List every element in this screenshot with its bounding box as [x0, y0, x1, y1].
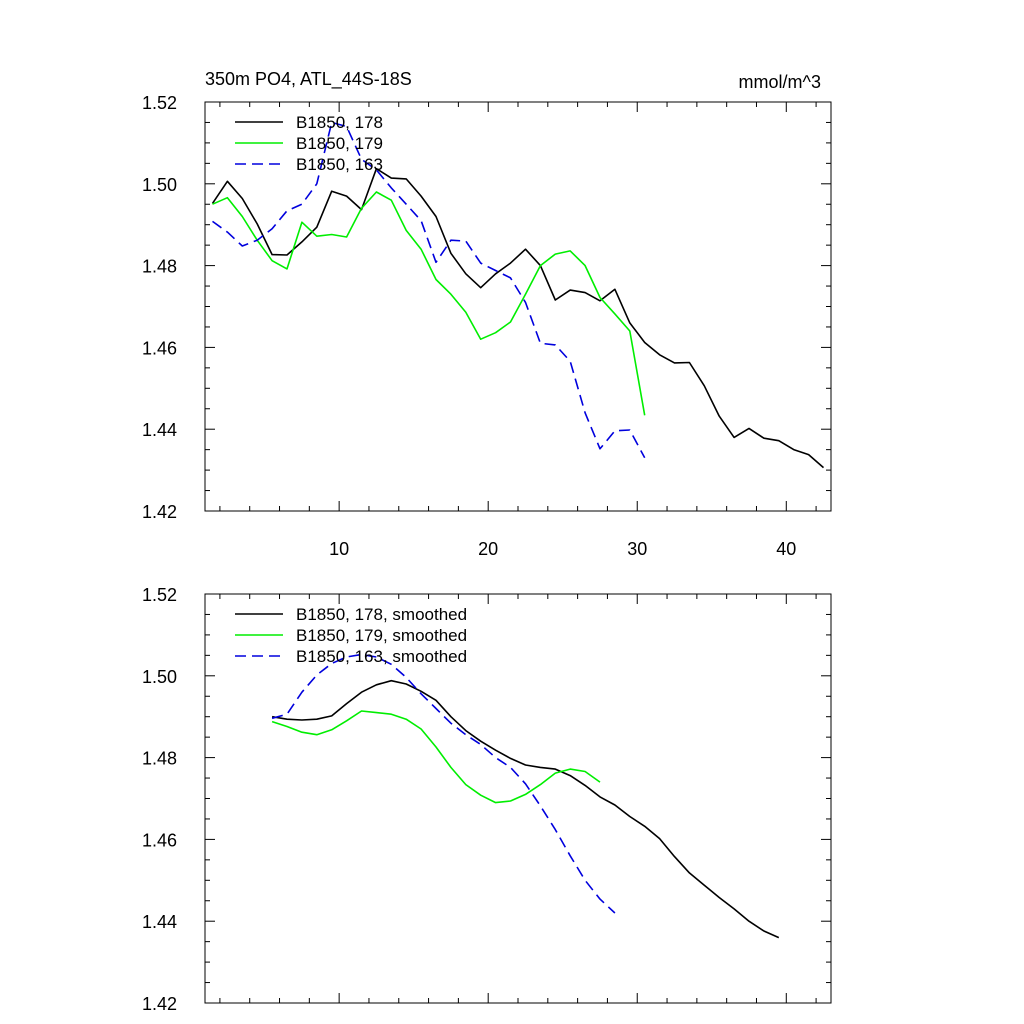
y-tick-label: 1.52: [142, 93, 177, 113]
x-tick-label: 40: [776, 539, 796, 559]
y-tick-label: 1.42: [142, 502, 177, 522]
y-tick-label: 1.44: [142, 912, 177, 932]
y-tick-label: 1.50: [142, 175, 177, 195]
x-tick-label: 20: [478, 539, 498, 559]
series-line-2: [212, 191, 646, 416]
legend-label-1: B1850, 178, smoothed: [296, 605, 467, 624]
series-line-1: [211, 167, 825, 469]
y-tick-label: 1.46: [142, 338, 177, 358]
units-label: mmol/m^3: [739, 72, 821, 92]
legend-label-3: B1850, 163: [296, 155, 383, 174]
legend-label-2: B1850, 179: [296, 134, 383, 153]
legend-label-2: B1850, 179, smoothed: [296, 626, 467, 645]
top-panel: 1.42 1.44 1.46 1.48 1.50 1.52 10 20 30 40 350m PO4…: [142, 69, 832, 559]
chart-title: 350m PO4, ATL_44S-18S: [205, 69, 412, 90]
x-tick-label: 30: [627, 539, 647, 559]
y-tick-label: 1.48: [142, 257, 177, 277]
y-tick-label: 1.46: [142, 830, 177, 850]
series-line-1: [271, 679, 780, 939]
bottom-panel: 1.42 1.44 1.46 1.48 1.50 1.52 B1850, 178, smoo…: [142, 585, 832, 1014]
series-line-3: [212, 121, 646, 459]
x-tick-label: 10: [329, 539, 349, 559]
legend-label-3: B1850, 163, smoothed: [296, 647, 467, 666]
y-tick-label: 1.50: [142, 667, 177, 687]
legend-label-1: B1850, 178: [296, 113, 383, 132]
series-line-3: [271, 653, 616, 914]
y-tick-label: 1.42: [142, 994, 177, 1014]
series-line-2: [271, 710, 601, 804]
y-tick-label: 1.48: [142, 749, 177, 769]
y-tick-label: 1.44: [142, 420, 177, 440]
y-tick-label: 1.52: [142, 585, 177, 605]
